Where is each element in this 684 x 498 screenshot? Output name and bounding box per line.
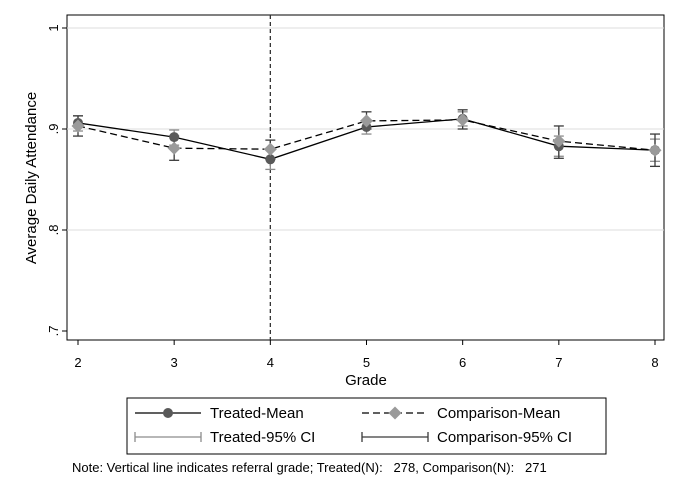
x-tick-label: 7 xyxy=(555,355,562,370)
legend: Treated-Mean Comparison-Mean Treated-95% C… xyxy=(126,397,607,455)
series-marker xyxy=(648,143,662,157)
legend-label: Treated-95% CI xyxy=(210,429,315,446)
chart: .7 .8 .9 1 2 3 4 5 6 7 8 Grade Average Daily Atten… xyxy=(23,14,665,455)
y-tick-label: 1 xyxy=(46,24,61,31)
series-marker xyxy=(71,119,85,133)
axes: .7 .8 .9 1 2 3 4 5 6 7 8 xyxy=(46,24,659,370)
legend-label: Treated-Mean xyxy=(210,405,304,422)
series-marker xyxy=(360,114,373,128)
y-tick-label: .8 xyxy=(46,225,61,236)
x-tick-label: 8 xyxy=(651,355,658,370)
x-tick-label: 2 xyxy=(74,355,81,370)
x-tick-label: 3 xyxy=(171,355,178,370)
y-tick-label: .9 xyxy=(46,124,61,135)
series-marker xyxy=(169,132,180,143)
series-group xyxy=(71,109,662,171)
series-marker xyxy=(552,134,566,148)
x-tick-label: 5 xyxy=(363,355,370,370)
series-marker xyxy=(456,113,470,127)
legend-label: Comparison-Mean xyxy=(437,405,560,422)
x-tick-label: 6 xyxy=(459,355,466,370)
series-marker xyxy=(167,141,181,155)
series-marker xyxy=(263,142,277,156)
footnote: Note: Vertical line indicates referral g… xyxy=(72,460,547,475)
legend-label: Comparison-95% CI xyxy=(437,429,572,446)
y-axis-label: Average Daily Attendance xyxy=(23,92,40,264)
x-tick-label: 4 xyxy=(267,355,274,370)
x-axis-label: Grade xyxy=(345,372,387,389)
plot-area xyxy=(66,14,665,341)
y-tick-label: .7 xyxy=(46,326,61,337)
legend-marker xyxy=(163,408,173,418)
legend-box xyxy=(126,397,607,455)
series-marker xyxy=(265,154,276,165)
legend-marker xyxy=(388,406,402,420)
